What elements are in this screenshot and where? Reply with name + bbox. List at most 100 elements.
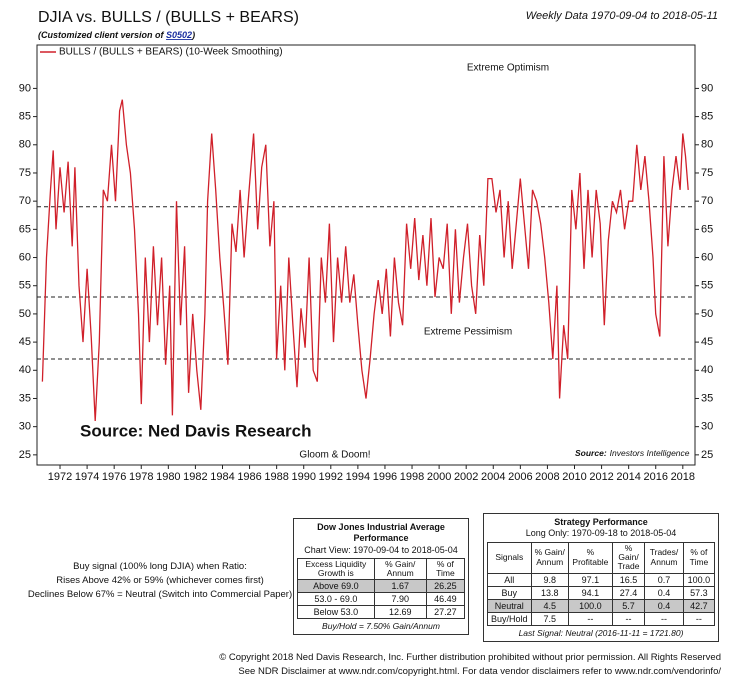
plot-frame: [36, 44, 696, 466]
x-tick-label: 1984: [210, 471, 234, 483]
table-title: Strategy Performance: [554, 517, 648, 527]
table-cell: --: [611, 611, 646, 626]
table-cell: Above 69.0: [297, 579, 375, 594]
y2-tick-label: 40: [701, 364, 713, 376]
x-tick-label: 2008: [535, 471, 559, 483]
table-cell: 1.67: [373, 579, 427, 594]
source-name: Investors Intelligence: [610, 448, 690, 458]
header-cell: Trades/ Annum: [644, 541, 684, 574]
y2-tick-label: 60: [701, 251, 713, 263]
table-cell: --: [644, 611, 684, 626]
x-tick-label: 1976: [102, 471, 126, 483]
x-tick-label: 2012: [589, 471, 613, 483]
x-tick-label: 1994: [346, 471, 370, 483]
table-footer: Buy/Hold = 7.50% Gain/Annum: [322, 621, 440, 632]
table: Strategy Performance Long Only: 1970-09-1…: [483, 513, 719, 642]
x-tick-label: 1974: [75, 471, 99, 483]
x-tick-label: 1980: [156, 471, 180, 483]
y2-tick-label: 80: [701, 139, 713, 151]
y2-tick-label: 75: [701, 167, 713, 179]
subtitle-suffix: ): [191, 30, 195, 40]
x-tick-label: 2016: [643, 471, 667, 483]
table-cell: 0.4: [644, 585, 684, 600]
header-cell: Signals: [487, 541, 532, 574]
header-row: Excess Liquidity Growth is% Gain/ Annum%…: [297, 557, 466, 581]
source-label: Source:: [575, 448, 607, 458]
date-range: Weekly Data 1970-09-04 to 2018-05-11: [526, 10, 718, 22]
table-cell: 0.4: [644, 598, 684, 613]
source-right: Source: Investors Intelligence: [575, 448, 690, 458]
header-cell: % Gain/ Trade: [611, 541, 646, 574]
header-cell: % of Time: [425, 557, 466, 581]
y2-tick-label: 30: [701, 421, 713, 433]
table-row: Buy/Hold 7.5 -- -- -- --: [487, 611, 716, 626]
table-cell: 46.49: [425, 592, 466, 607]
table-grid: Signals% Gain/ Annum% Profitable% Gain/ …: [487, 541, 716, 626]
y2-tick-label: 25: [701, 449, 713, 461]
y2-tick-label: 85: [701, 111, 713, 123]
header-row: Signals% Gain/ Annum% Profitable% Gain/ …: [487, 541, 716, 574]
table-cell: Buy/Hold: [487, 611, 532, 626]
note: Buy signal (100% long DJIA) when Ratio: R…: [25, 560, 295, 601]
x-tick-label: 2002: [454, 471, 478, 483]
table-row: Buy 13.8 94.1 27.4 0.4 57.3: [487, 585, 716, 600]
table-cell: --: [682, 611, 716, 626]
y2-tick-label: 45: [701, 336, 713, 348]
y2-tick-label: 35: [701, 392, 713, 404]
subtitle-link: S0502: [166, 30, 192, 40]
table-cell: 5.7: [611, 598, 646, 613]
annotation: Gloom & Doom!: [299, 450, 370, 461]
table-cell: 4.5: [530, 598, 569, 613]
table-subtitle: Long Only: 1970-09-18 to 2018-05-04: [525, 528, 677, 539]
source-left: Source: Ned Davis Research: [80, 421, 312, 440]
table-row: Below 53.0 12.69 27.27: [297, 605, 466, 620]
table-cell: Buy: [487, 585, 532, 600]
y-tick-label: 40: [19, 364, 31, 376]
table-cell: 13.8: [530, 585, 569, 600]
table-subtitle: Chart View: 1970-09-04 to 2018-05-04: [304, 544, 458, 555]
y-tick-label: 80: [19, 139, 31, 151]
table: Dow Jones Industrial Average Performance…: [293, 518, 469, 636]
x-tick-label: 2014: [616, 471, 640, 483]
x-tick-label: 1972: [48, 471, 72, 483]
x-tick-label: 1992: [319, 471, 343, 483]
header-cell: % Gain/ Annum: [530, 541, 569, 574]
table-cell: 100.0: [682, 572, 716, 587]
y-tick-label: 70: [19, 195, 31, 207]
footer-line: See NDR Disclaimer at www.ndr.com/copyri…: [238, 666, 721, 678]
y-tick-label: 65: [19, 223, 31, 235]
y2-tick-label: 55: [701, 280, 713, 292]
y-tick-label: 60: [19, 251, 31, 263]
table-grid: Excess Liquidity Growth is% Gain/ Annum%…: [297, 557, 466, 620]
table-row: Neutral 4.5 100.0 5.7 0.4 42.7: [487, 598, 716, 613]
table-cell: 97.1: [567, 572, 613, 587]
table-cell: 7.90: [373, 592, 427, 607]
table-cell: 27.27: [425, 605, 466, 620]
y-tick-label: 35: [19, 392, 31, 404]
y2-tick-label: 70: [701, 195, 713, 207]
x-tick-label: 1990: [291, 471, 315, 483]
x-tick-label: 1978: [129, 471, 153, 483]
header-cell: % of Time: [682, 541, 716, 574]
title: DJIA vs. BULLS / (BULLS + BEARS): [38, 9, 299, 26]
x-tick-label: 1988: [264, 471, 288, 483]
table-cell: 26.25: [425, 579, 466, 594]
y-tick-label: 55: [19, 280, 31, 292]
table-row: All 9.8 97.1 16.5 0.7 100.0: [487, 572, 716, 587]
y-tick-label: 50: [19, 308, 31, 320]
header-cell: % Gain/ Annum: [373, 557, 427, 581]
table-cell: 16.5: [611, 572, 646, 587]
chart: DJIA vs. BULLS / (BULLS + BEARS) (Custom…: [19, 9, 718, 483]
footer-line: © Copyright 2018 Ned Davis Research, Inc…: [219, 652, 721, 663]
table-cell: 57.3: [682, 585, 716, 600]
table-cell: 9.8: [530, 572, 569, 587]
y2-tick-label: 65: [701, 223, 713, 235]
table-cell: 53.0 - 69.0: [297, 592, 375, 607]
x-tick-label: 1996: [373, 471, 397, 483]
y2-tick-label: 90: [701, 82, 713, 94]
note-line: Rises Above 42% or 59% (whichever comes …: [56, 574, 264, 586]
table-title: Dow Jones Industrial Average Performance: [317, 522, 445, 544]
table-cell: 94.1: [567, 585, 613, 600]
y-tick-label: 75: [19, 167, 31, 179]
